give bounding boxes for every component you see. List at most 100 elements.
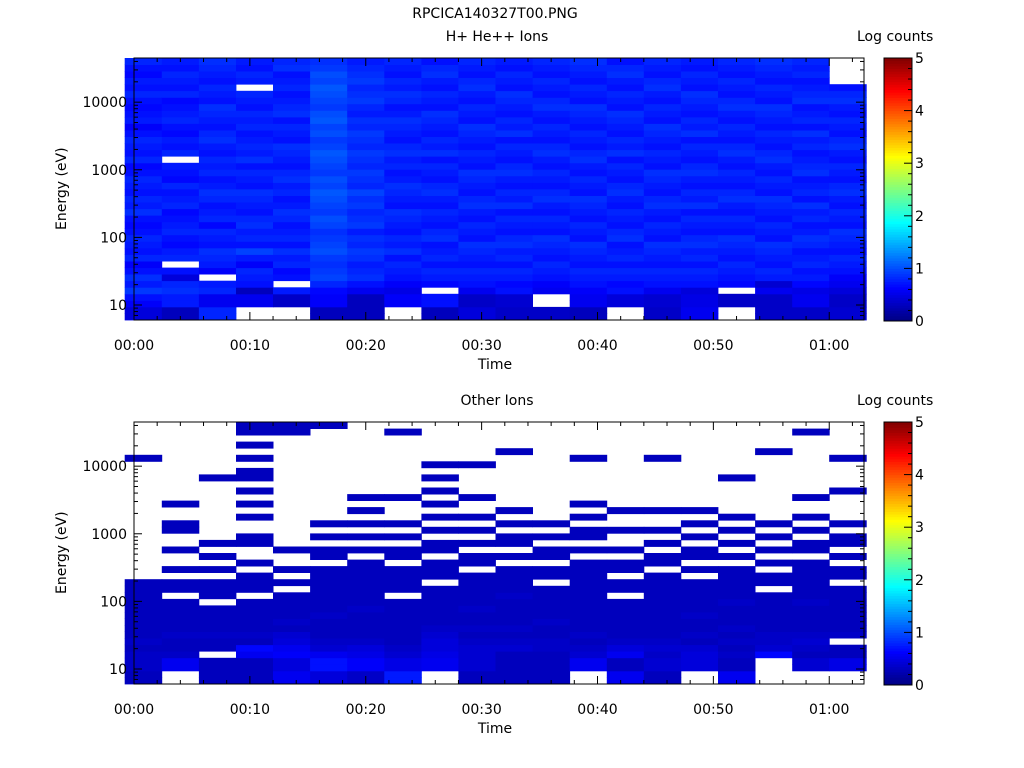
colorbar-segment [884,508,912,512]
heatmap-cell [310,638,348,646]
heatmap-cell [829,592,867,600]
heatmap-cell [384,110,422,118]
heatmap-cell [718,261,756,269]
heatmap-cell [718,162,756,170]
heatmap-cell [198,123,237,131]
colorbar-segment [884,495,912,499]
heatmap-cell [384,677,422,685]
heatmap-cell [458,208,496,216]
heatmap-cell [792,598,830,606]
heatmap-cell [384,189,422,196]
heatmap-cell [273,84,311,92]
panel2-heatmap: 00:00 00:10 00:20 00:30 00:40 00:50 01:00 10 100… [82,421,867,718]
heatmap-cell [792,149,830,157]
heatmap-cell [310,77,348,85]
heatmap-cell [310,612,348,619]
heatmap-cell [532,572,571,580]
panel2-x-axis-label: Time [477,721,513,737]
colorbar-segment [884,147,912,151]
heatmap-cell [643,625,682,632]
heatmap-cell [569,293,608,301]
heatmap-cell [755,612,793,619]
heatmap-cell [421,117,459,124]
heatmap-cell [236,162,274,170]
heatmap-cell [236,64,274,72]
heatmap-cell [718,247,756,255]
heatmap-cell [458,149,496,157]
heatmap-cell [384,97,422,105]
heatmap-cell [829,130,867,137]
colorbar-segment [884,663,912,668]
heatmap-cell [495,208,533,216]
heatmap-cell [680,247,719,255]
heatmap-cell [161,123,200,131]
colorbar-segment [884,168,912,172]
heatmap-cell [236,156,274,164]
heatmap-cell [384,494,422,501]
heatmap-cell [347,77,385,85]
heatmap-cell [829,487,867,495]
x-tick-label: 00:20 [346,338,386,354]
heatmap-cell [792,539,830,547]
heatmap-cell [495,572,533,580]
heatmap-cell [347,585,385,593]
heatmap-cell [384,149,422,157]
heatmap-cell [273,234,311,242]
heatmap-cell [236,559,274,567]
heatmap-cell [236,612,274,619]
heatmap-cell [792,64,830,72]
colorbar-segment [884,115,912,119]
heatmap-cell [606,267,645,275]
heatmap-cell [273,612,311,619]
colorbar-segment [884,471,912,476]
colorbar-segment [884,592,912,597]
colorbar-tick-label: 2 [915,573,924,589]
heatmap-cell [384,605,422,613]
heatmap-cell [124,585,163,593]
heatmap-cell [792,117,830,124]
heatmap-cell [829,533,867,541]
heatmap-cell [124,651,163,659]
heatmap-cell [792,644,830,652]
heatmap-cell [495,300,533,308]
heatmap-cell [606,526,645,534]
heatmap-cell [532,261,571,269]
heatmap-cell [643,507,682,515]
heatmap-cell [718,598,756,606]
heatmap-cell [236,539,274,547]
heatmap-cell [606,228,645,236]
heatmap-cell [124,117,163,124]
heatmap-cell [792,103,830,111]
colorbar-tick-label: 5 [915,51,924,67]
heatmap-cell [532,566,571,573]
heatmap-cell [124,241,163,249]
heatmap-cell [680,221,719,229]
heatmap-cell [532,657,571,665]
heatmap-cell [643,605,682,613]
heatmap-cell [236,670,274,678]
heatmap-cell [606,605,645,613]
heatmap-cell [718,513,756,521]
heatmap-cell [198,117,237,124]
heatmap-cell [532,274,571,282]
heatmap-cell [829,454,867,462]
heatmap-cell [198,638,237,646]
heatmap-cell [421,585,459,593]
colorbar-segment [884,516,912,520]
colorbar-segment [884,542,912,547]
colorbar-segment [884,608,912,612]
heatmap-cell [680,136,719,144]
heatmap-cell [310,84,348,92]
heatmap-cell [643,149,682,157]
heatmap-cell [310,644,348,652]
heatmap-cell [273,182,311,190]
heatmap-cell [198,175,237,183]
heatmap-cell [532,143,571,151]
heatmap-cell [161,280,200,288]
heatmap-cell [718,605,756,613]
colorbar-segment [884,537,912,541]
heatmap-cell [829,274,867,282]
heatmap-cell [384,175,422,183]
heatmap-cell [680,274,719,282]
heatmap-cell [198,64,237,72]
